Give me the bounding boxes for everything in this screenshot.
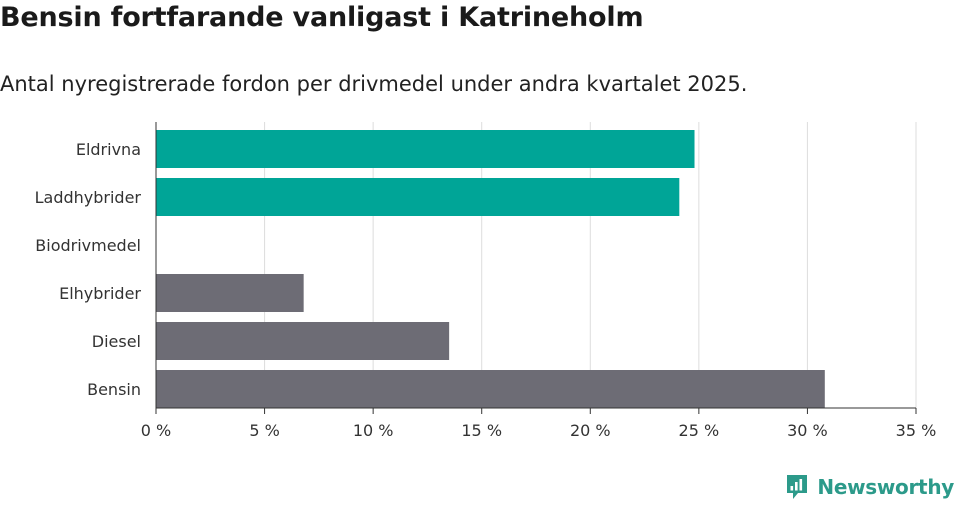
newsworthy-logo-icon: [787, 475, 808, 499]
x-tick-label: 25 %: [679, 421, 720, 440]
x-tick-label: 0 %: [141, 421, 171, 440]
category-label: Diesel: [92, 332, 141, 351]
category-label: Elhybrider: [59, 284, 141, 303]
x-tick-label: 10 %: [353, 421, 394, 440]
x-tick-label: 35 %: [896, 421, 937, 440]
x-axis: 0 % 5 % 10 % 15 % 20 % 25 % 30 % 35 %: [141, 122, 937, 440]
bars: [156, 130, 825, 408]
category-label: Eldrivna: [76, 140, 141, 159]
brand-logo: Newsworthy: [785, 474, 954, 500]
x-tick-label: 30 %: [787, 421, 828, 440]
chart-title: Bensin fortfarande vanligast i Katrineho…: [0, 2, 644, 33]
bar: [156, 274, 304, 312]
x-tick-label: 20 %: [570, 421, 611, 440]
chart-subtitle: Antal nyregistrerade fordon per drivmede…: [0, 72, 748, 96]
x-tick-label: 5 %: [249, 421, 279, 440]
brand-name: Newsworthy: [817, 475, 954, 499]
bar: [156, 130, 695, 168]
category-label: Biodrivmedel: [35, 236, 141, 255]
category-label: Laddhybrider: [35, 188, 142, 207]
x-tick-label: 15 %: [461, 421, 502, 440]
bar-chart: 0 % 5 % 10 % 15 % 20 % 25 % 30 % 35 % Eldrivna L…: [35, 122, 937, 440]
category-labels: Eldrivna Laddhybrider Biodrivmedel Elhybrid…: [35, 140, 142, 399]
category-label: Bensin: [87, 380, 141, 399]
bar: [156, 322, 450, 360]
grid-lines: [264, 122, 917, 408]
bar: [156, 178, 680, 216]
bar: [156, 370, 825, 408]
